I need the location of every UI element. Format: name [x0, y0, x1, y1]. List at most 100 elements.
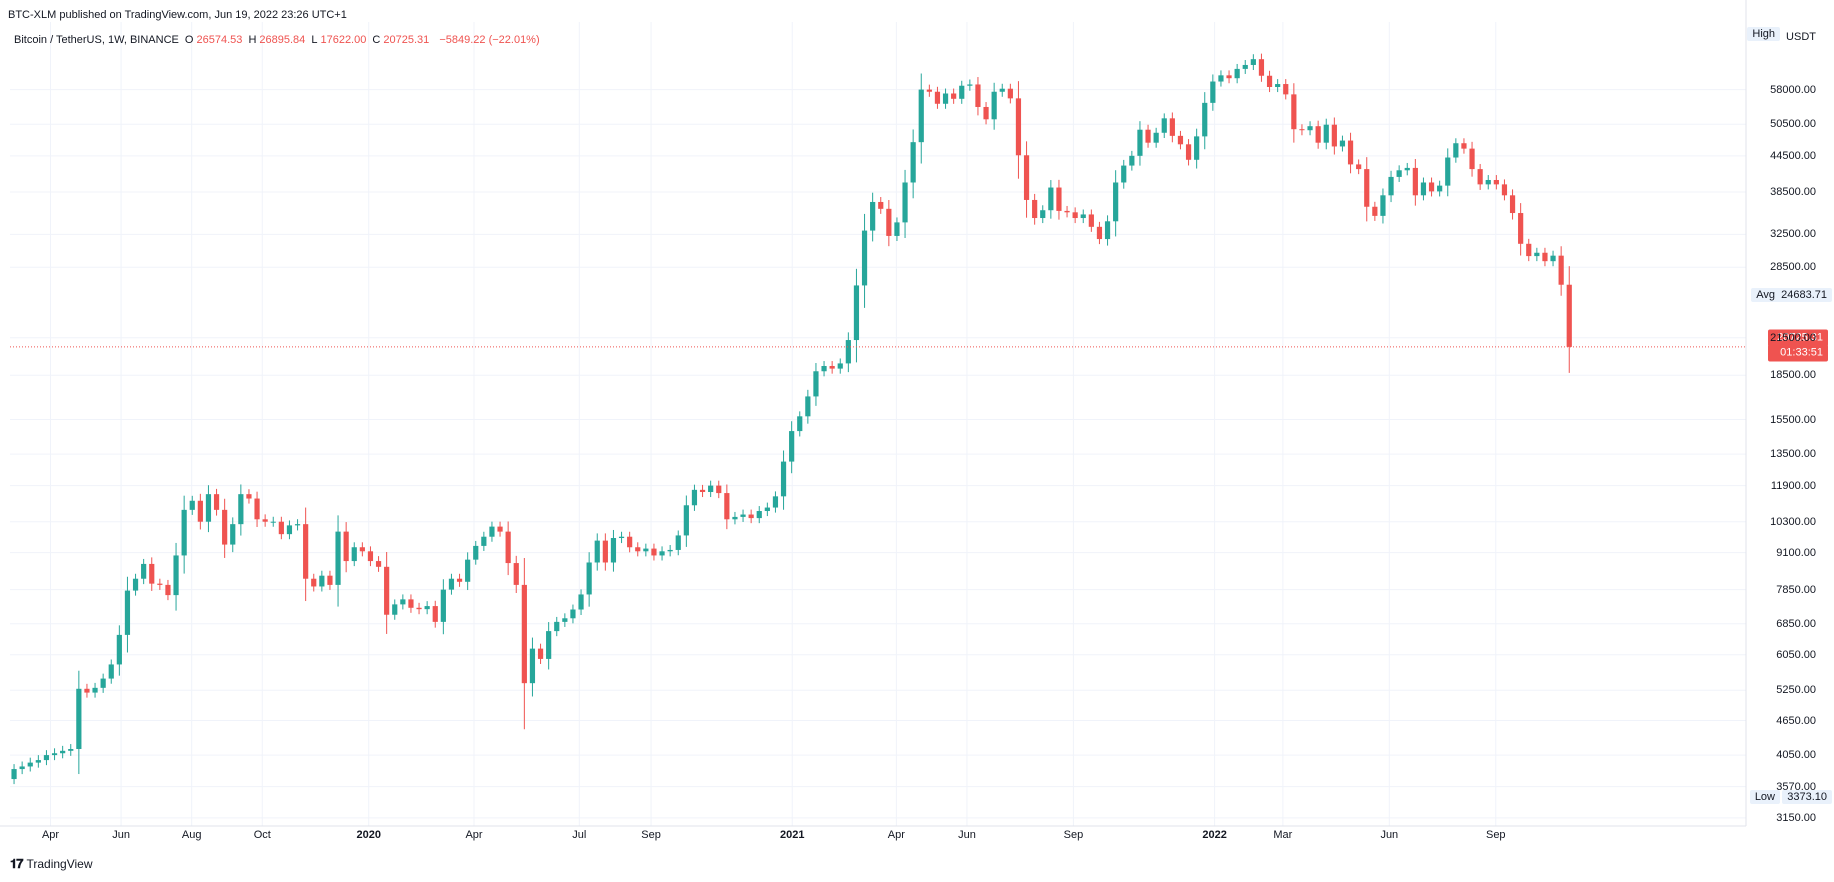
- candle-body: [675, 535, 681, 550]
- candle-body: [254, 498, 260, 520]
- candle-body: [343, 531, 349, 562]
- candle-body: [926, 89, 932, 92]
- candle-body: [173, 555, 179, 596]
- candle-body: [303, 524, 309, 579]
- candle-body: [529, 648, 536, 684]
- candle-body: [756, 511, 762, 519]
- candle-body: [602, 540, 608, 563]
- candle-body: [100, 678, 106, 688]
- candle-body: [643, 548, 649, 552]
- candle-body: [772, 496, 779, 508]
- candle-body: [546, 631, 552, 659]
- candle-body: [1161, 118, 1167, 133]
- candle-body: [1137, 129, 1143, 156]
- candle-body: [505, 531, 511, 564]
- ohlc-legend: Bitcoin / TetherUS, 1W, BINANCE O 26574.5…: [14, 34, 543, 46]
- candle-body: [1347, 140, 1354, 165]
- candle-body: [1113, 182, 1119, 222]
- candle-body: [991, 91, 997, 120]
- time-tick-label: 2021: [779, 829, 805, 841]
- candle-body: [1266, 75, 1273, 88]
- candle-body: [853, 285, 860, 341]
- time-tick-label: Jun: [958, 829, 976, 841]
- time-axis[interactable]: Apr Jun Aug Oct 2020 Apr Jul Sep 2021 Apr Jun Sep 20…: [0, 826, 1746, 846]
- candle-body: [886, 208, 892, 236]
- time-tick-label: 2022: [1202, 829, 1227, 841]
- candle-body: [797, 416, 803, 432]
- candle-body: [448, 578, 455, 590]
- candle-body: [894, 222, 900, 236]
- candle-body: [213, 494, 220, 510]
- time-tick-label: Sep: [1063, 829, 1084, 841]
- candle-body: [1104, 221, 1111, 240]
- candle-body: [1420, 182, 1427, 196]
- candle-body: [878, 201, 884, 209]
- candle-body: [1412, 167, 1418, 196]
- candle-body: [408, 599, 414, 608]
- candle-body: [748, 514, 754, 519]
- candle-body: [1032, 199, 1038, 219]
- candle-body: [708, 485, 714, 492]
- candle-body: [165, 584, 171, 596]
- candle-body: [108, 664, 114, 679]
- low-value: 17622.00: [320, 34, 367, 46]
- price-tick-label: 3150.00: [1776, 811, 1816, 824]
- candle-body: [205, 494, 212, 522]
- time-tick-label: 2020: [356, 829, 381, 841]
- candle-body: [359, 547, 365, 552]
- tradingview-logo-icon[interactable]: 𝟏𝟕: [10, 856, 24, 871]
- candle-body: [837, 363, 843, 369]
- candle-body: [1566, 284, 1572, 347]
- candle-body: [311, 578, 317, 587]
- candle-body: [1080, 214, 1086, 219]
- candle-body: [1007, 88, 1013, 99]
- candle-body: [1315, 126, 1321, 143]
- candle-body: [1437, 185, 1443, 192]
- candle-body: [141, 563, 147, 579]
- avg-value: 24683.71: [1776, 288, 1832, 302]
- candle-body: [1299, 129, 1305, 131]
- candle-body: [51, 753, 58, 756]
- candle-body: [578, 594, 584, 610]
- candle-body: [667, 549, 673, 552]
- open-label: O: [184, 34, 194, 46]
- last-price-badge: 20725.31: [1768, 329, 1828, 347]
- candle-body: [627, 536, 633, 548]
- footer-brand[interactable]: TradingView: [26, 857, 93, 871]
- candle-body: [19, 766, 25, 770]
- candle-body: [27, 762, 33, 767]
- candle-body: [821, 365, 827, 372]
- candle-body: [1339, 140, 1346, 147]
- price-tick-label: 44500.00: [1770, 149, 1816, 162]
- candle-body: [1121, 165, 1127, 183]
- candle-body: [335, 531, 341, 585]
- candle-body: [392, 604, 398, 615]
- change-value: −5849.22 (−22.01%): [439, 34, 540, 46]
- candle-body: [84, 688, 90, 693]
- candle-body: [1291, 94, 1297, 130]
- candle-body: [699, 489, 706, 492]
- candle-body: [870, 201, 876, 231]
- candle-body: [1040, 210, 1046, 219]
- candle-body: [1404, 167, 1410, 171]
- candle-body: [270, 521, 276, 523]
- candle-body: [424, 606, 430, 610]
- candle-body: [189, 500, 195, 510]
- symbol-label[interactable]: Bitcoin / TetherUS, 1W, BINANCE: [14, 34, 179, 46]
- price-tick-label: 6050.00: [1776, 648, 1816, 661]
- candle-body: [861, 230, 868, 286]
- candle-body: [1177, 135, 1184, 145]
- price-tick-label: 7850.00: [1776, 583, 1816, 596]
- candle-body: [327, 575, 333, 585]
- candle-body: [124, 590, 131, 635]
- time-tick-label: Jun: [112, 829, 130, 841]
- candle-body: [92, 687, 98, 693]
- price-axis[interactable]: USDT High Avg 24683.71 Low 3373.10 20725…: [1746, 0, 1834, 830]
- candle-body: [724, 493, 730, 520]
- candle-body: [262, 519, 268, 522]
- price-tick-label: 15500.00: [1770, 413, 1816, 426]
- candle-body: [1129, 155, 1135, 166]
- candle-body: [635, 547, 641, 552]
- low-value: 3373.10: [1782, 790, 1832, 804]
